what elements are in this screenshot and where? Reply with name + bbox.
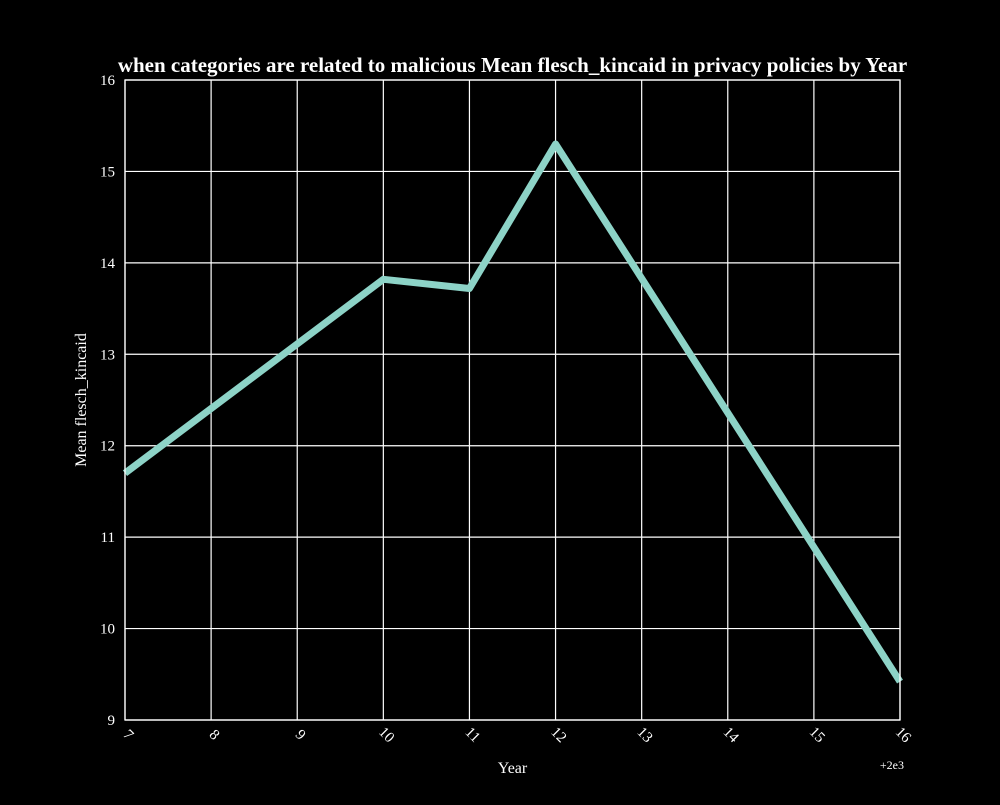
series-line-0	[122, 140, 903, 684]
y-tick-labels: 9 10 11 12 13 14 15 16	[100, 73, 116, 729]
y-tick-label: 13	[100, 347, 115, 363]
chart-title: when categories are related to malicious…	[118, 53, 907, 77]
series-layer	[122, 140, 903, 684]
y-tick-label: 15	[100, 164, 115, 180]
x-axis-offset-label: +2e3	[880, 758, 904, 772]
y-tick-label: 9	[108, 713, 116, 729]
y-axis-label: Mean flesch_kincaid	[73, 333, 90, 467]
y-tick-label: 11	[101, 530, 115, 546]
y-tick-label: 12	[100, 439, 115, 455]
y-tick-label: 16	[100, 73, 116, 89]
x-axis-label: Year	[498, 760, 528, 777]
y-tick-label: 14	[100, 256, 116, 272]
plot-frame	[124, 79, 901, 721]
y-tick-label: 10	[100, 622, 115, 638]
